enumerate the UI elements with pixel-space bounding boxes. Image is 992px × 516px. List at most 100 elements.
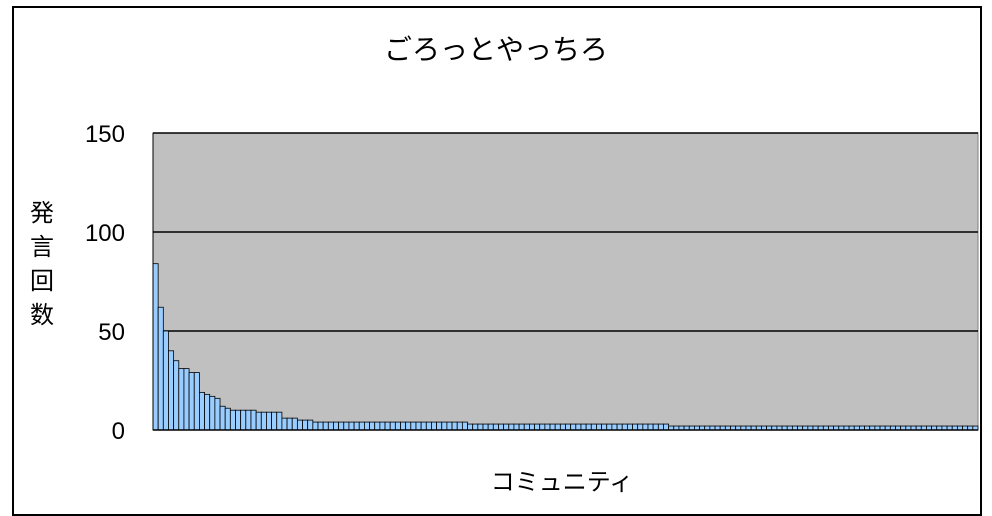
bar — [260, 411, 267, 431]
bar — [250, 409, 257, 431]
bar — [570, 423, 577, 431]
bar — [307, 419, 314, 431]
y-axis-label-char: 回 — [30, 267, 54, 295]
bar — [394, 421, 401, 431]
bar — [580, 423, 587, 431]
bar — [343, 421, 350, 431]
bar — [657, 423, 664, 431]
bar — [266, 411, 272, 431]
plot-area — [152, 132, 979, 431]
bar — [425, 421, 432, 431]
bar — [188, 372, 195, 431]
bar — [590, 423, 597, 431]
bar — [317, 421, 324, 431]
bar — [585, 423, 592, 431]
bar — [518, 423, 525, 431]
y-tick-label: 150 — [85, 121, 125, 148]
bar — [400, 421, 407, 431]
bar — [487, 423, 494, 431]
bar — [436, 421, 443, 431]
bar — [219, 405, 226, 431]
bar — [626, 423, 633, 431]
bar — [559, 423, 566, 431]
bar — [503, 423, 510, 431]
bar — [348, 421, 355, 431]
bar — [302, 419, 309, 431]
x-axis-label: コミュニティ — [490, 468, 634, 496]
bar — [374, 421, 381, 431]
bar — [286, 417, 293, 431]
bar — [523, 423, 530, 431]
bar — [508, 423, 515, 431]
bar — [596, 423, 602, 431]
bar — [255, 411, 262, 431]
bar — [663, 423, 670, 431]
bar — [554, 423, 561, 431]
bar — [482, 423, 489, 431]
y-axis-label-char: 発 — [30, 199, 54, 227]
bar — [472, 423, 479, 431]
bar — [204, 393, 211, 431]
bar — [369, 421, 376, 431]
bar — [168, 350, 175, 431]
bar — [327, 421, 334, 431]
bar — [632, 423, 639, 431]
bar — [611, 423, 618, 431]
bar — [291, 417, 298, 431]
bar — [456, 421, 463, 431]
bar — [461, 421, 468, 431]
bar — [601, 423, 608, 431]
bar — [606, 423, 613, 431]
bar — [379, 421, 386, 431]
bar — [364, 421, 370, 431]
bar — [384, 421, 391, 431]
y-axis-ticks: 0 50 100 150 — [85, 121, 125, 445]
bar — [544, 423, 551, 431]
bar — [467, 423, 474, 431]
bar — [410, 421, 417, 431]
bar — [405, 421, 412, 431]
bar — [214, 397, 221, 431]
bar — [647, 423, 654, 431]
bar — [333, 421, 340, 431]
chart-title: ごろっとやっちろ — [383, 33, 608, 66]
y-axis-label-char: 数 — [30, 301, 54, 329]
bar — [193, 372, 200, 431]
bar — [431, 421, 437, 431]
bar — [162, 330, 169, 431]
bar — [312, 421, 319, 431]
bar — [235, 409, 242, 431]
bar — [178, 368, 185, 431]
bar — [441, 421, 448, 431]
bar — [637, 423, 644, 431]
bar — [199, 391, 205, 431]
bar — [446, 421, 453, 431]
bar — [513, 423, 520, 431]
bar — [240, 409, 247, 431]
bar — [157, 306, 164, 431]
bar — [498, 423, 505, 431]
bar — [477, 423, 484, 431]
bar — [642, 423, 649, 431]
bar — [621, 423, 628, 431]
bar — [389, 421, 396, 431]
y-tick-label: 0 — [112, 418, 125, 445]
bar — [296, 419, 303, 431]
bar — [224, 407, 231, 431]
y-axis-label: 発言回数 — [22, 196, 62, 332]
bar — [209, 395, 216, 431]
bar — [271, 411, 278, 431]
bar — [451, 421, 458, 431]
bar — [183, 368, 190, 431]
y-tick-label: 50 — [98, 319, 125, 346]
y-axis-label-char: 言 — [30, 233, 54, 261]
bar — [539, 423, 546, 431]
bar — [338, 421, 345, 431]
bar — [616, 423, 623, 431]
y-tick-label: 100 — [85, 220, 125, 247]
bar — [276, 411, 283, 431]
bar — [492, 423, 499, 431]
bar — [529, 423, 535, 431]
bar — [152, 263, 159, 431]
